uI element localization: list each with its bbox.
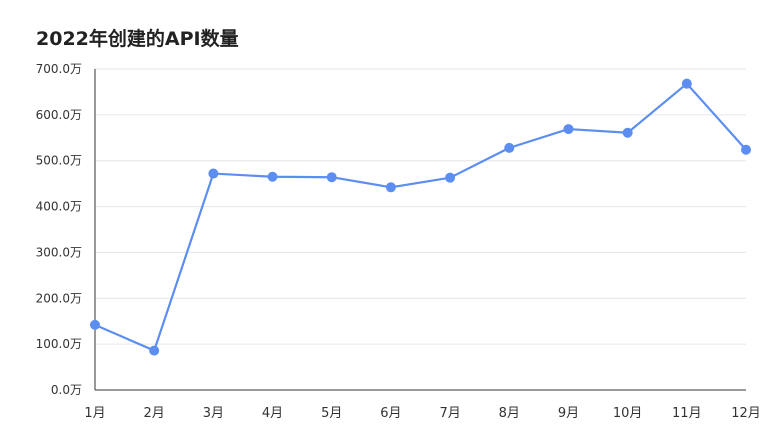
x-tick-label: 12月	[731, 406, 761, 421]
data-point	[267, 171, 278, 182]
data-point	[385, 182, 396, 193]
series-layer	[90, 78, 751, 356]
grid-layer	[95, 68, 746, 345]
axis-layer: 0.0万 100.0万 200.0万 300.0万 400.0万 500.0万 600.0万…	[36, 62, 761, 421]
y-tick-label: 700.0万	[36, 62, 82, 76]
data-point	[445, 172, 456, 183]
x-tick-label: 6月	[380, 406, 401, 421]
x-tick-label: 5月	[321, 406, 342, 421]
y-tick-label: 0.0万	[51, 383, 82, 397]
x-tick-label: 11月	[672, 406, 702, 421]
y-tick-label: 300.0万	[36, 245, 82, 259]
y-tick-label: 400.0万	[36, 200, 82, 214]
x-tick-label: 3月	[203, 406, 224, 421]
series-line	[94, 82, 747, 352]
y-tick-label: 200.0万	[36, 291, 82, 305]
x-tick-label: 9月	[558, 406, 579, 421]
x-tick-label: 7月	[439, 406, 460, 421]
y-tick-label: 500.0万	[36, 154, 82, 168]
x-tick-label: 10月	[613, 406, 643, 421]
chart-title: 2022年创建的API数量	[36, 28, 239, 50]
data-point	[504, 142, 515, 153]
data-point	[90, 319, 100, 330]
data-point	[681, 78, 692, 89]
data-point	[622, 127, 633, 138]
data-point	[208, 168, 219, 179]
x-tick-label: 4月	[262, 406, 283, 421]
data-point	[149, 345, 160, 356]
x-tick-label: 8月	[499, 406, 520, 421]
x-tick-label: 1月	[84, 406, 105, 421]
x-tick-label: 2月	[144, 406, 165, 421]
data-point	[563, 124, 574, 135]
data-point	[741, 144, 751, 155]
y-tick-label: 600.0万	[36, 108, 82, 122]
data-point	[326, 172, 337, 183]
y-tick-label: 100.0万	[36, 337, 82, 351]
